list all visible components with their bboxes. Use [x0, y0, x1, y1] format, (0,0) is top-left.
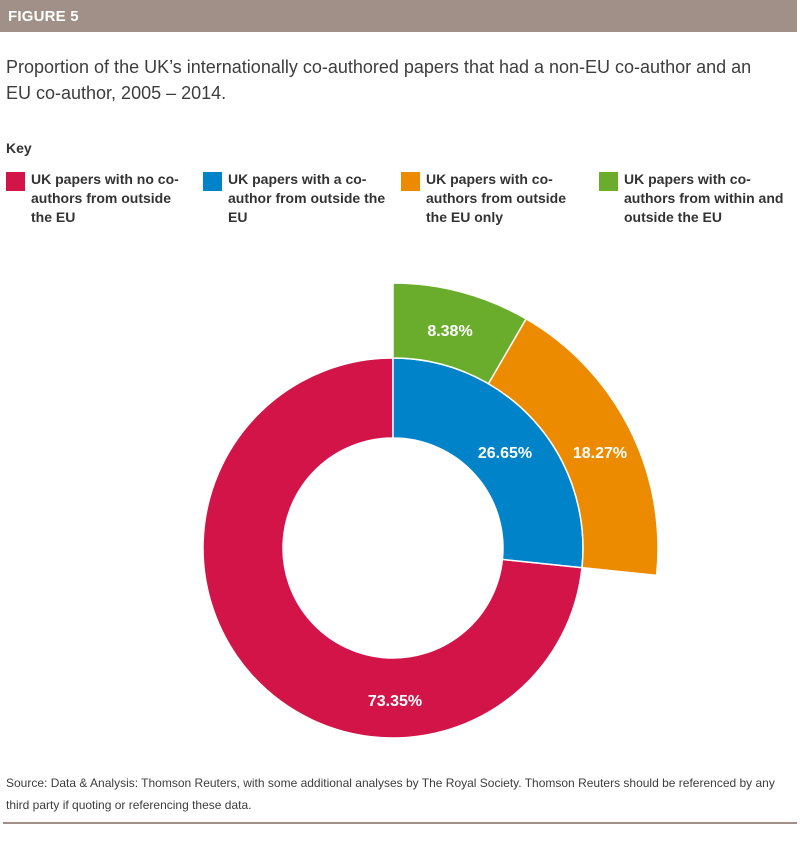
figure-banner: FIGURE 5	[0, 0, 797, 32]
slice-label: 73.35%	[368, 693, 422, 710]
donut-chart: 73.35% 26.65% 8.38% 18.27%	[202, 282, 659, 739]
legend-swatch	[203, 172, 222, 191]
legend-swatch	[401, 172, 420, 191]
slice-label: 8.38%	[427, 323, 472, 340]
chart-title: Proportion of the UK’s internationally c…	[6, 57, 752, 103]
source-note: Source: Data & Analysis: Thomson Reuters…	[6, 776, 775, 812]
key-heading: Key	[6, 140, 32, 156]
slice-uk-papers-with-no-co-authors-from-outside-the-eu	[202, 357, 583, 739]
slice-label: 26.65%	[478, 445, 532, 462]
legend-label: UK papers with no co-authors from outsid…	[31, 171, 179, 225]
slice-uk-papers-with-co-authors-from-outside-the-eu-only	[487, 317, 659, 577]
legend-swatch	[6, 172, 25, 191]
figure-label: FIGURE 5	[8, 8, 79, 25]
legend-label: UK papers with co-authors from within an…	[624, 171, 784, 225]
legend-label: UK papers with co-authors from outside t…	[426, 171, 567, 225]
bottom-rule	[3, 822, 797, 824]
slice-label: 18.27%	[573, 445, 627, 462]
legend-swatch	[599, 172, 618, 191]
legend-label: UK papers with a co-author from outside …	[228, 171, 386, 225]
